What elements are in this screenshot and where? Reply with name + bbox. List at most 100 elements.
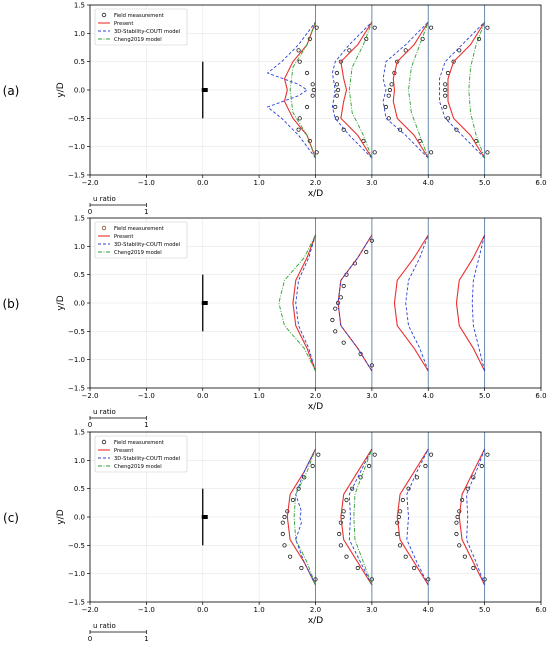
structure-block <box>201 301 208 305</box>
field-measurement-point <box>333 306 338 311</box>
field-measurement-point <box>423 463 428 469</box>
field-measurement-point <box>334 70 340 76</box>
series-line <box>392 21 429 159</box>
legend-box <box>94 221 188 259</box>
field-measurement-point <box>297 59 302 64</box>
series-line <box>393 234 429 372</box>
field-measurement-point <box>333 104 338 110</box>
x-tick-label: 6.0 <box>535 179 546 187</box>
legend: Field measurement Present 3D-Stability-COU… <box>94 8 188 46</box>
field-measurement-point <box>334 82 340 87</box>
field-measurement-point <box>485 25 490 30</box>
structure-block <box>201 88 208 92</box>
legend-label: Cheng2019 model <box>114 464 162 470</box>
field-measurement-point <box>476 36 482 42</box>
legend-label: 3D-Stability-COUTI model <box>114 242 180 248</box>
x-tick-label: 2.0 <box>310 606 321 614</box>
series-line <box>468 21 486 159</box>
scale-bar-label: u ratio <box>93 408 116 416</box>
x-tick-label: 4.0 <box>423 179 434 187</box>
field-measurement-point <box>310 82 315 87</box>
field-measurement-point <box>412 565 417 571</box>
series-line <box>331 21 373 159</box>
legend-label: Field measurement <box>114 440 164 446</box>
scale-bar-label: u ratio <box>93 622 116 630</box>
field-measurement-point <box>364 36 369 42</box>
y-tick-label: −0.5 <box>68 115 85 123</box>
legend-label: Field measurement <box>114 13 164 19</box>
field-measurement-point <box>333 329 338 334</box>
x-tick-label: 5.0 <box>479 179 490 187</box>
field-measurement-point <box>387 87 393 93</box>
x-tick-label: 6.0 <box>535 606 546 614</box>
field-measurement-point <box>471 565 476 571</box>
field-measurement-point <box>288 554 293 559</box>
field-measurement-point <box>314 150 319 155</box>
legend-label: Present <box>114 234 133 240</box>
field-measurement-point <box>369 363 374 368</box>
y-tick-label: 0.0 <box>74 87 85 95</box>
legend-label: 3D-Stability-COUTI model <box>114 29 180 35</box>
field-measurement-point <box>386 93 391 98</box>
series-line <box>353 448 373 586</box>
field-measurement-point <box>383 104 389 110</box>
field-measurement-point <box>316 452 321 457</box>
field-measurement-point <box>280 520 285 525</box>
y-tick-label: 1.0 <box>74 30 85 38</box>
field-measurement-point <box>403 48 408 53</box>
scale-bar-tick-label: 0 <box>88 635 92 643</box>
x-tick-label: 3.0 <box>366 179 377 187</box>
series-line <box>283 21 317 159</box>
field-measurement-point <box>366 463 372 469</box>
field-measurement-point <box>330 317 335 323</box>
field-measurement-point <box>397 509 403 514</box>
series-line <box>471 234 486 372</box>
y-axis-label: y/D <box>56 295 66 310</box>
y-tick-label: 1.5 <box>74 2 85 10</box>
series-line <box>278 234 316 372</box>
y-tick-label: 1.5 <box>74 429 85 437</box>
field-measurement-point <box>299 565 304 571</box>
field-measurement-point <box>344 554 349 559</box>
series-line <box>292 234 317 372</box>
field-measurement-point <box>369 238 374 243</box>
field-measurement-point <box>445 116 451 121</box>
legend-marker <box>101 439 107 445</box>
x-axis-label: x/D <box>308 189 323 199</box>
field-measurement-point <box>414 475 420 480</box>
x-tick-label: −2.0 <box>82 606 99 614</box>
series-line <box>458 448 486 586</box>
x-tick-label: −1.0 <box>138 606 155 614</box>
x-tick-label: 0.0 <box>197 606 208 614</box>
x-tick-label: −1.0 <box>138 392 155 400</box>
legend-label: Field measurement <box>114 226 164 232</box>
y-tick-label: −0.5 <box>68 542 85 550</box>
y-tick-label: −1.5 <box>68 172 85 180</box>
y-tick-label: 0.5 <box>74 58 85 66</box>
series-line <box>447 21 486 159</box>
field-measurement-point <box>395 531 400 537</box>
y-axis-label: y/D <box>56 509 66 524</box>
x-tick-label: 1.0 <box>254 392 265 400</box>
field-measurement-point <box>347 48 352 53</box>
y-tick-label: −0.5 <box>68 328 85 336</box>
field-measurement-point <box>282 543 287 548</box>
y-tick-label: 0.5 <box>74 271 85 279</box>
series-line <box>348 21 373 159</box>
x-tick-label: 5.0 <box>479 606 490 614</box>
field-measurement-point <box>443 82 448 87</box>
field-measurement-point <box>457 543 462 548</box>
field-measurement-point <box>462 554 467 559</box>
field-measurement-point <box>341 283 346 289</box>
y-tick-label: −1.5 <box>68 385 85 393</box>
panel-label: (a) <box>3 84 20 98</box>
field-measurement-point <box>479 463 484 469</box>
chart-panel: −2.0 −1.0 0.0 1.0 2.0 3.0 4.0 5.0 6.0 −1.5 −1.0 −0.… <box>3 429 547 644</box>
scale-bar-tick-label: 1 <box>144 208 148 216</box>
y-tick-label: −1.5 <box>68 599 85 607</box>
series-line <box>293 448 316 586</box>
chart-panel: −2.0 −1.0 0.0 1.0 2.0 3.0 4.0 5.0 6.0 −1.5 −1.0 −0.… <box>3 2 547 217</box>
